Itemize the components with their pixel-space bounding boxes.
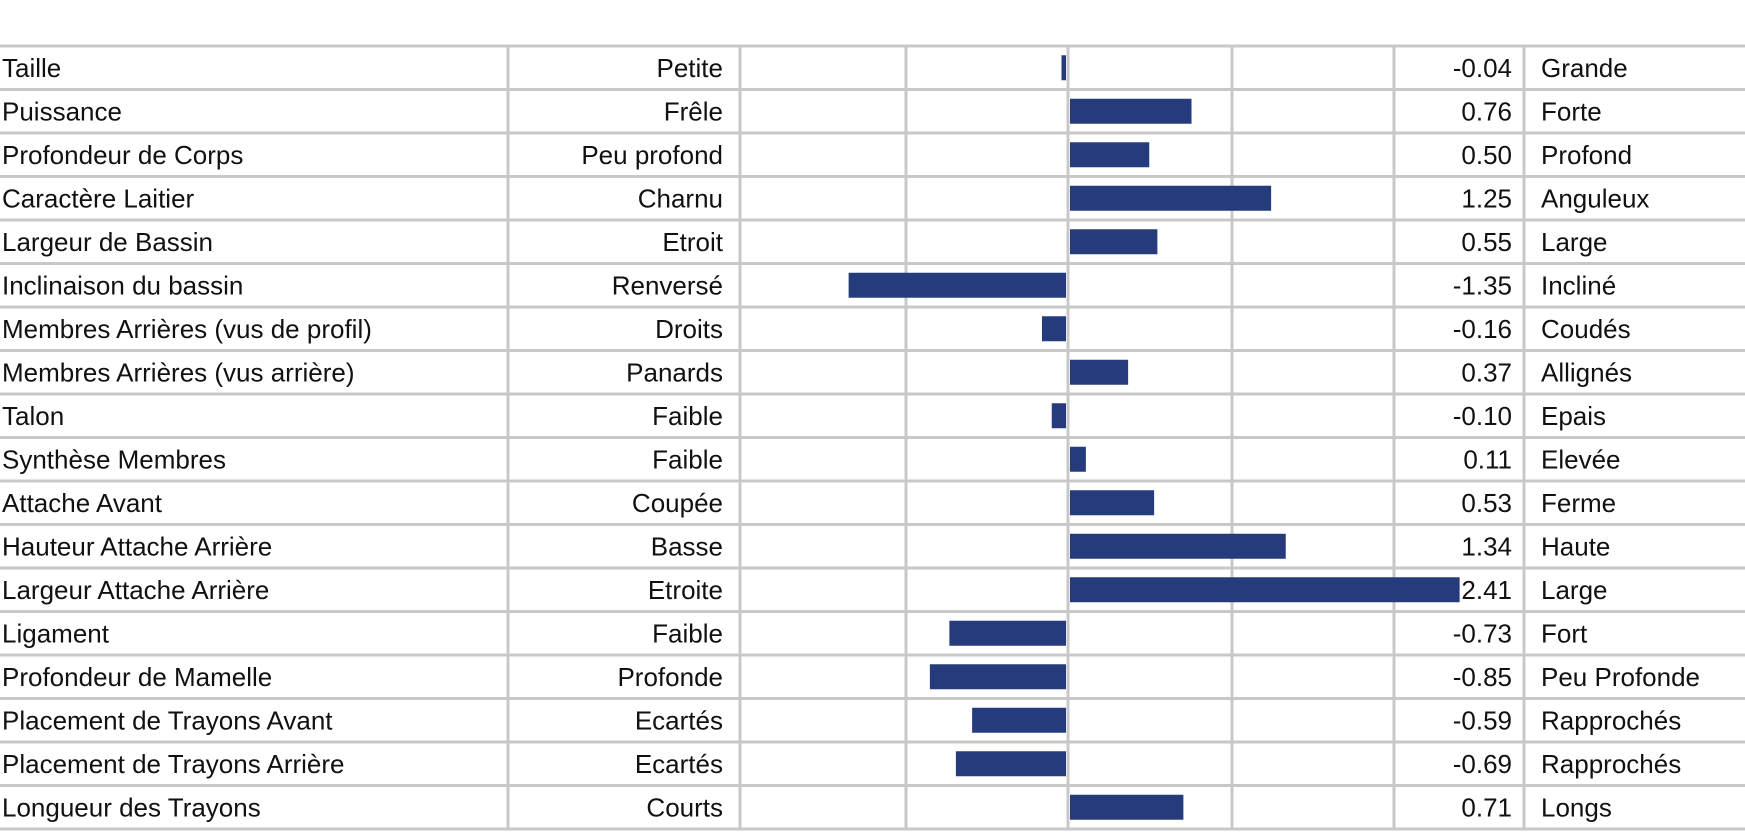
low-end-label: Profonde bbox=[617, 662, 723, 692]
bar bbox=[949, 620, 1066, 646]
high-end-label: Rapprochés bbox=[1541, 749, 1681, 779]
low-end-label: Faible bbox=[652, 401, 723, 431]
value-label: 0.53 bbox=[1461, 488, 1512, 518]
trait-label: Hauteur Attache Arrière bbox=[2, 531, 272, 561]
low-end-label: Ecartés bbox=[635, 749, 723, 779]
bar bbox=[1070, 142, 1150, 168]
bar bbox=[1070, 533, 1286, 559]
high-end-label: Epais bbox=[1541, 401, 1606, 431]
trait-label: Caractère Laitier bbox=[2, 183, 195, 213]
high-end-label: Forte bbox=[1541, 96, 1602, 126]
high-end-label: Profond bbox=[1541, 140, 1632, 170]
bar bbox=[1070, 229, 1158, 255]
trait-label: Profondeur de Corps bbox=[2, 140, 243, 170]
value-label: 0.37 bbox=[1461, 357, 1512, 387]
high-end-label: Peu Profonde bbox=[1541, 662, 1700, 692]
value-label: 0.50 bbox=[1461, 140, 1512, 170]
value-label: 0.71 bbox=[1461, 792, 1512, 822]
value-label: -0.59 bbox=[1453, 705, 1512, 735]
low-end-label: Etroit bbox=[662, 227, 723, 257]
bar bbox=[1042, 316, 1066, 342]
value-label: -0.04 bbox=[1453, 53, 1512, 83]
high-end-label: Incliné bbox=[1541, 270, 1616, 300]
trait-label: Largeur Attache Arrière bbox=[2, 575, 269, 605]
labels: Taille Petite -0.04 Grande Puissance Frêle 0.7… bbox=[2, 53, 1700, 823]
value-label: -0.69 bbox=[1453, 749, 1512, 779]
trait-label: Profondeur de Mamelle bbox=[2, 662, 272, 692]
low-end-label: Ecartés bbox=[635, 705, 723, 735]
low-end-label: Basse bbox=[651, 531, 723, 561]
trait-label: Talon bbox=[2, 401, 64, 431]
high-end-label: Ferme bbox=[1541, 488, 1616, 518]
bar bbox=[1070, 185, 1272, 211]
trait-label: Membres Arrières (vus de profil) bbox=[2, 314, 372, 344]
value-label: -0.73 bbox=[1453, 618, 1512, 648]
value-label: 0.76 bbox=[1461, 96, 1512, 126]
trait-label: Inclinaison du bassin bbox=[2, 270, 243, 300]
low-end-label: Petite bbox=[657, 53, 724, 83]
low-end-label: Courts bbox=[646, 792, 723, 822]
low-end-label: Peu profond bbox=[581, 140, 723, 170]
trait-label: Membres Arrières (vus arrière) bbox=[2, 357, 355, 387]
trait-label: Placement de Trayons Avant bbox=[2, 705, 333, 735]
bar bbox=[1070, 794, 1184, 820]
bar bbox=[1051, 403, 1066, 429]
bar bbox=[929, 664, 1066, 690]
low-end-label: Droits bbox=[655, 314, 723, 344]
bar bbox=[1070, 446, 1086, 472]
value-label: 2.41 bbox=[1461, 575, 1512, 605]
value-label: -1.35 bbox=[1453, 270, 1512, 300]
bar bbox=[1070, 98, 1192, 124]
trait-label: Placement de Trayons Arrière bbox=[2, 749, 345, 779]
value-label: 0.55 bbox=[1461, 227, 1512, 257]
high-end-label: Grande bbox=[1541, 53, 1628, 83]
value-label: -0.10 bbox=[1453, 401, 1512, 431]
high-end-label: Haute bbox=[1541, 531, 1610, 561]
trait-label: Ligament bbox=[2, 618, 110, 648]
bar bbox=[848, 272, 1066, 298]
high-end-label: Longs bbox=[1541, 792, 1612, 822]
bar bbox=[972, 707, 1066, 733]
value-label: 0.11 bbox=[1463, 444, 1512, 474]
high-end-label: Elevée bbox=[1541, 444, 1621, 474]
high-end-label: Allignés bbox=[1541, 357, 1632, 387]
bars bbox=[848, 55, 1460, 820]
high-end-label: Coudés bbox=[1541, 314, 1631, 344]
trait-label: Attache Avant bbox=[2, 488, 163, 518]
low-end-label: Renversé bbox=[612, 270, 723, 300]
bar bbox=[955, 751, 1066, 777]
bar bbox=[1070, 490, 1155, 516]
low-end-label: Frêle bbox=[664, 96, 723, 126]
high-end-label: Rapprochés bbox=[1541, 705, 1681, 735]
low-end-label: Panards bbox=[626, 357, 723, 387]
bar bbox=[1070, 359, 1129, 385]
high-end-label: Fort bbox=[1541, 618, 1588, 648]
low-end-label: Faible bbox=[652, 618, 723, 648]
low-end-label: Charnu bbox=[638, 183, 723, 213]
trait-label: Puissance bbox=[2, 96, 122, 126]
trait-label: Taille bbox=[2, 53, 61, 83]
low-end-label: Etroite bbox=[648, 575, 723, 605]
low-end-label: Faible bbox=[652, 444, 723, 474]
trait-label: Largeur de Bassin bbox=[2, 227, 213, 257]
low-end-label: Coupée bbox=[632, 488, 723, 518]
bar bbox=[1061, 55, 1066, 81]
high-end-label: Large bbox=[1541, 227, 1608, 257]
value-label: 1.25 bbox=[1461, 183, 1512, 213]
value-label: 1.34 bbox=[1461, 531, 1512, 561]
high-end-label: Anguleux bbox=[1541, 183, 1649, 213]
value-label: -0.16 bbox=[1453, 314, 1512, 344]
value-label: -0.85 bbox=[1453, 662, 1512, 692]
grid-lines bbox=[0, 44, 1745, 831]
trait-label: Synthèse Membres bbox=[2, 444, 226, 474]
trait-label: Longueur des Trayons bbox=[2, 792, 261, 822]
bar bbox=[1070, 577, 1460, 603]
high-end-label: Large bbox=[1541, 575, 1608, 605]
